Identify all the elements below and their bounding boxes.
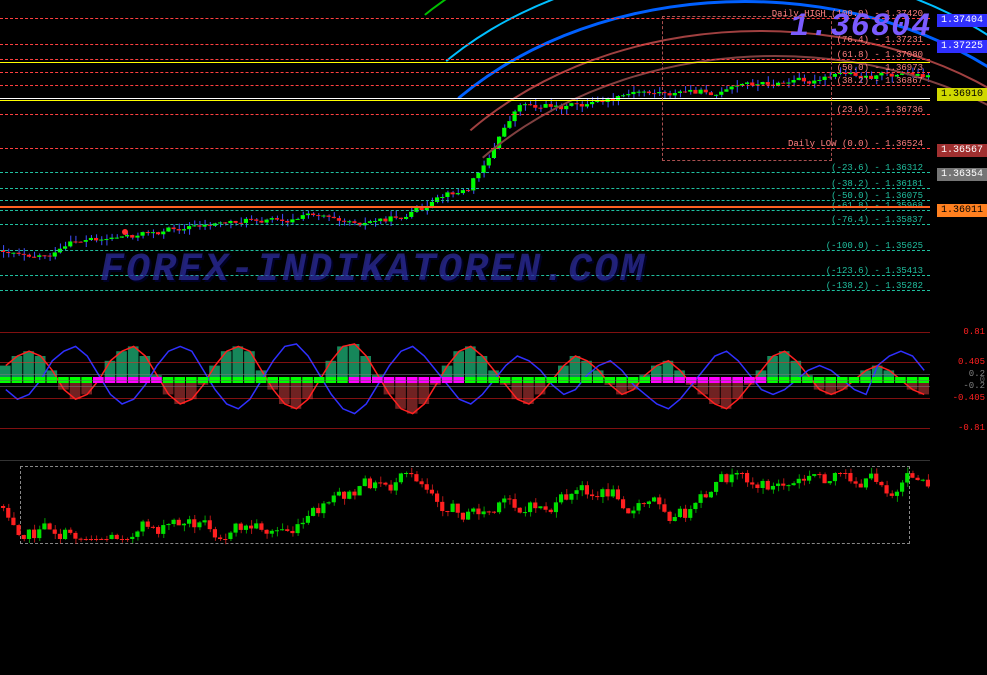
fib-level-label: (23.6) - 1.36736 xyxy=(837,105,925,115)
oscillator-level-line xyxy=(0,380,930,381)
main-price-panel[interactable]: Daily HIGH (100.0) - 1.37420(76.4) - 1.3… xyxy=(0,0,930,320)
oscillator-level-line xyxy=(0,332,930,333)
fib-level-label: (-100.0) - 1.35625 xyxy=(826,241,925,251)
sub-indicator-panel[interactable] xyxy=(0,460,930,550)
session-box xyxy=(662,16,832,161)
price-axis-tag: 1.36567 xyxy=(937,144,987,157)
price-axis-tag: 1.37225 xyxy=(937,40,987,53)
price-axis-tag: 1.36910 xyxy=(937,88,987,101)
oscillator-level-label: 0.81 xyxy=(963,327,985,337)
oscillator-level-label: -0.405 xyxy=(953,393,985,403)
oscillator-level-line xyxy=(0,398,930,399)
price-axis-tag: 1.36011 xyxy=(937,204,987,217)
oscillator-level-label: -0.2 xyxy=(963,381,985,391)
fib-level-line: (-23.6) - 1.36312 xyxy=(0,172,930,173)
sub-indicator-svg xyxy=(0,461,930,551)
watermark-text: FOREX-INDIKATOREN.COM xyxy=(100,248,646,293)
fib-level-label: (-123.6) - 1.35413 xyxy=(826,266,925,276)
horizontal-level-line xyxy=(0,206,930,208)
oscillator-level-line xyxy=(0,374,930,375)
oscillator-level-line xyxy=(0,428,930,429)
oscillator-level-line xyxy=(0,362,930,363)
oscillator-level-label: -0.81 xyxy=(958,423,985,433)
price-axis-tag: 1.37404 xyxy=(937,14,987,27)
fib-level-label: (50.0) - 1.36973 xyxy=(837,63,925,73)
fib-level-line: (-61.8) - 1.35968 xyxy=(0,210,930,211)
fib-level-label: (-23.6) - 1.36312 xyxy=(831,163,925,173)
oscillator-level-line xyxy=(0,386,930,387)
price-axis-tag: 1.36354 xyxy=(937,168,987,181)
fib-level-line: (-38.2) - 1.36181 xyxy=(0,188,930,189)
chart-container: Daily HIGH (100.0) - 1.37420(76.4) - 1.3… xyxy=(0,0,930,555)
oscillator-panel[interactable] xyxy=(0,320,930,440)
fib-level-label: (-76.4) - 1.35837 xyxy=(831,215,925,225)
fib-level-label: (-138.2) - 1.35282 xyxy=(826,281,925,291)
fib-level-line: (-76.4) - 1.35837 xyxy=(0,224,930,225)
fib-level-label: (38.2) - 1.36867 xyxy=(837,76,925,86)
oscillator-level-label: 0.405 xyxy=(958,357,985,367)
price-axis: 1.37404 1.37225 1.36910 1.36567 1.36354 1.360… xyxy=(930,0,987,555)
fib-level-label: (61.8) - 1.37080 xyxy=(837,50,925,60)
fib-level-label: (-38.2) - 1.36181 xyxy=(831,179,925,189)
fib-level-label: (-50.0) - 1.36075 xyxy=(831,191,925,201)
fib-level-line: (-50.0) - 1.36075 xyxy=(0,200,930,201)
